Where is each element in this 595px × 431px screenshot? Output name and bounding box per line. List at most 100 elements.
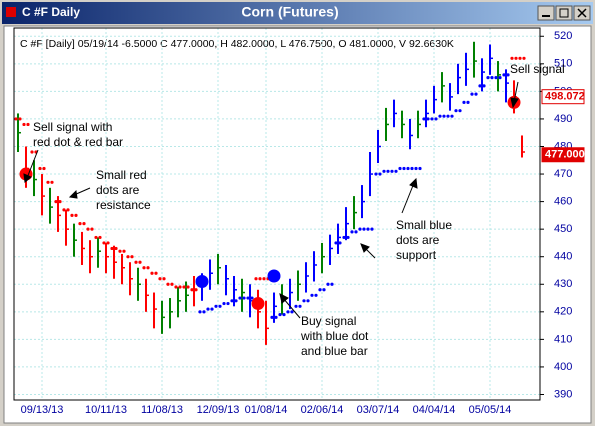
stop-dot <box>66 208 70 212</box>
stop-dot <box>114 246 118 251</box>
stop-dot <box>74 213 78 217</box>
stop-dot <box>294 304 298 308</box>
x-tick-label: 09/13/13 <box>21 404 64 416</box>
stop-dot <box>378 172 382 176</box>
stop-dot <box>214 304 218 308</box>
stop-dot <box>298 304 302 308</box>
stop-dot <box>290 310 294 314</box>
plot: C #F [Daily] 05/19/14 -6.5000 C 477.0000… <box>13 27 585 416</box>
stop-dot <box>194 288 198 292</box>
stop-dot <box>318 288 322 292</box>
stop-dot <box>22 122 26 127</box>
stop-dot <box>178 285 182 289</box>
stop-dot <box>198 310 202 314</box>
stop-dot <box>442 114 446 118</box>
stop-dot <box>422 117 426 121</box>
stop-dot <box>358 227 362 231</box>
stop-dot <box>42 166 46 171</box>
stop-dot <box>122 249 126 253</box>
y-tick-label: 520 <box>554 30 572 42</box>
annotation: Buy signal <box>301 314 356 328</box>
stop-dot <box>186 285 190 289</box>
stop-dot <box>94 235 98 240</box>
window-title: C #F Daily <box>22 5 80 19</box>
stop-dot <box>110 246 114 251</box>
close-icon <box>577 8 587 18</box>
stop-dot <box>438 114 442 118</box>
x-tick-label: 01/08/14 <box>245 404 288 416</box>
stop-dot <box>90 227 94 231</box>
stop-dot <box>326 282 330 286</box>
price-label: 498.072 <box>545 91 585 103</box>
stop-dot <box>310 293 314 297</box>
chart-header: C #F [Daily] 05/19/14 -6.5000 C 477.0000… <box>20 38 454 50</box>
stop-dot <box>414 166 418 171</box>
stop-dot <box>230 299 234 303</box>
x-tick-label: 11/08/13 <box>141 404 183 416</box>
y-tick-label: 420 <box>554 306 572 318</box>
chart-title: Corn (Futures) <box>241 4 338 20</box>
stop-dot <box>514 56 518 60</box>
stop-dot <box>118 249 122 253</box>
stop-dot <box>270 315 274 319</box>
stop-dot <box>486 76 490 80</box>
window-buttons[interactable] <box>537 5 591 21</box>
stop-dot <box>170 282 174 286</box>
stop-dot <box>26 122 30 127</box>
stop-dot <box>50 180 54 184</box>
stop-dot <box>502 73 506 77</box>
stop-dot <box>14 117 18 121</box>
stop-dot <box>138 260 142 264</box>
stop-dot <box>254 277 258 281</box>
stop-dot <box>418 166 422 171</box>
y-tick-label: 410 <box>554 333 572 345</box>
stop-dot <box>346 235 350 240</box>
y-tick-label: 400 <box>554 361 572 373</box>
annotation: Sell signal <box>510 62 565 76</box>
stop-dot <box>146 266 150 270</box>
x-tick-label: 03/07/14 <box>357 404 400 416</box>
stop-dot <box>46 180 50 184</box>
stop-dot <box>362 227 366 231</box>
signal-dot <box>251 297 265 311</box>
arrows <box>23 81 519 319</box>
y-tick-label: 430 <box>554 278 572 290</box>
stop-dot <box>82 222 86 226</box>
stop-dot <box>142 266 146 270</box>
stop-dot <box>106 241 110 245</box>
stop-dot <box>206 307 210 311</box>
maximize-button[interactable] <box>555 5 573 21</box>
stop-dot <box>522 56 526 60</box>
stop-dot <box>278 312 282 317</box>
stop-dot <box>250 296 254 300</box>
stop-dot <box>246 296 250 300</box>
stop-dot <box>258 277 262 281</box>
plot-border <box>13 27 541 401</box>
stop-dot <box>406 166 410 171</box>
y-tick-label: 490 <box>554 113 572 125</box>
x-tick-label: 10/11/13 <box>85 404 127 416</box>
stop-dot <box>402 166 406 171</box>
price-label: 477.000 <box>545 149 585 161</box>
stop-dot <box>490 76 494 80</box>
stop-dot <box>162 277 166 281</box>
stop-dot <box>274 315 278 319</box>
stop-dot <box>434 117 438 121</box>
stop-dot <box>394 169 398 173</box>
stop-dot <box>370 227 374 231</box>
stop-dot <box>18 117 22 121</box>
stop-dot <box>202 310 206 314</box>
stop-dot <box>338 241 342 245</box>
minimize-button[interactable] <box>537 5 555 21</box>
annotation: support <box>396 248 437 262</box>
stop-dot <box>166 282 170 286</box>
stop-dot <box>234 299 238 303</box>
stop-dot <box>510 56 514 60</box>
stop-dot <box>446 114 450 118</box>
stop-dot <box>350 230 354 234</box>
annotation: dots are <box>96 183 140 197</box>
stop-dot <box>478 84 482 88</box>
stop-dot <box>78 222 82 226</box>
